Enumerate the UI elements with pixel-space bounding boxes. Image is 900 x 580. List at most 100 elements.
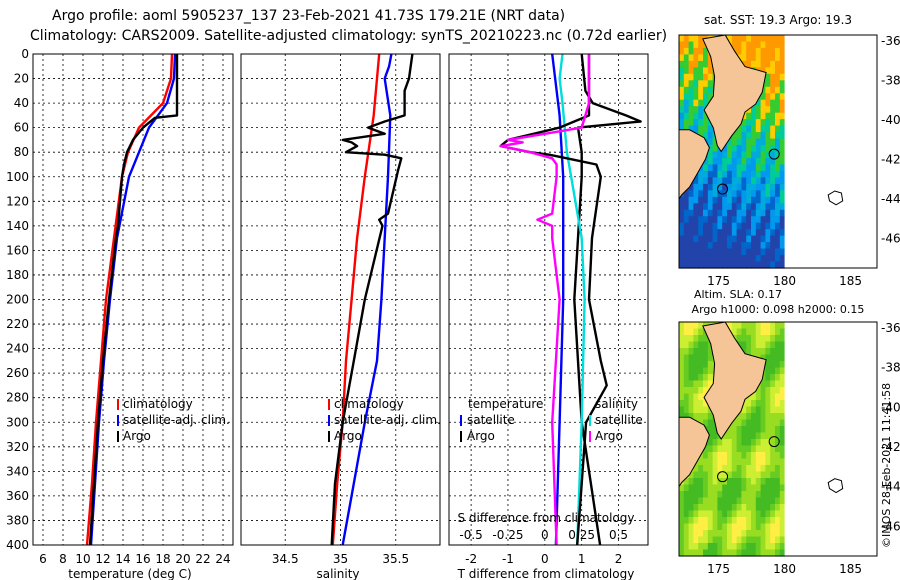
map-cell [755, 190, 762, 198]
map-cell [727, 183, 733, 191]
map-cell [707, 125, 714, 133]
map-cell [703, 203, 709, 211]
map-cell [698, 387, 704, 395]
map-cell [727, 452, 733, 460]
map-cell [703, 530, 709, 538]
map-cell [765, 177, 771, 185]
map-cell [746, 216, 752, 224]
map-cell [688, 491, 694, 499]
y-tick-label: 320 [6, 440, 29, 454]
map-cell [727, 523, 733, 531]
map-cell [712, 222, 718, 230]
map-cell [722, 151, 728, 159]
map-cell [755, 491, 762, 499]
difference-xlabel: T difference from climatology [457, 567, 635, 580]
map-cell [683, 478, 690, 486]
map-cell [779, 419, 786, 427]
map-cell [717, 504, 723, 512]
map-cell [736, 458, 742, 466]
map-cell [731, 209, 738, 217]
map-cell [727, 458, 733, 466]
map-cell [717, 452, 723, 460]
map-cell [731, 164, 738, 172]
map-cell [751, 119, 757, 127]
map-cell [698, 47, 704, 55]
y-tick-label: 60 [14, 121, 29, 135]
map-cell [693, 523, 699, 531]
map-cell [698, 203, 704, 211]
map-cell [731, 222, 738, 230]
map-cell [693, 242, 699, 250]
map-cell [746, 242, 752, 250]
map-cell [679, 235, 685, 243]
map-cell [698, 530, 704, 538]
map-cell [707, 439, 714, 447]
map-cell [779, 406, 786, 414]
map-cell [698, 80, 704, 88]
map-cell [683, 413, 690, 421]
map-cell [688, 203, 694, 211]
map-cell [707, 497, 714, 505]
map-x-tick-label: 180 [773, 562, 796, 576]
map-cell [746, 400, 752, 408]
map-cell [755, 426, 762, 434]
map-cell [760, 445, 766, 453]
map-cell [703, 183, 709, 191]
map-cell [741, 41, 747, 49]
map-cell [688, 380, 694, 388]
map-cell [775, 380, 781, 388]
map-cell [703, 235, 709, 243]
map-cell [746, 491, 752, 499]
map-cell [717, 261, 723, 269]
map-cell [765, 170, 771, 178]
map-cell [775, 209, 781, 217]
map-cell [746, 145, 752, 153]
map-cell [683, 242, 690, 250]
map-cell [698, 361, 704, 369]
map-cell [741, 229, 747, 237]
map-cell [707, 235, 714, 243]
map-cell [727, 549, 733, 557]
map-cell [746, 35, 752, 43]
map-cell [751, 138, 757, 146]
map-cell [755, 536, 762, 544]
map-cell [751, 183, 757, 191]
map-cell [736, 471, 742, 479]
map-cell [679, 119, 685, 127]
map-cell [751, 112, 757, 120]
map-cell [765, 387, 771, 395]
map-cell [707, 510, 714, 518]
map-cell [722, 530, 728, 538]
map-cell [727, 222, 733, 230]
map-cell [707, 60, 714, 68]
map-cell [751, 322, 757, 330]
imos-watermark: ©IMOS 28-Feb-2021 11:41:58 [880, 383, 893, 548]
map-cell [693, 406, 699, 414]
map-cell [717, 196, 723, 204]
y-tick-label: 20 [14, 72, 29, 86]
map-x-tick-label: 185 [839, 274, 862, 288]
map-cell [765, 145, 771, 153]
map-cell [679, 60, 685, 68]
map-cell [722, 229, 728, 237]
map-cell [731, 41, 738, 49]
map-cell [712, 158, 718, 166]
map-cell [760, 125, 766, 133]
map-cell [736, 445, 742, 453]
south-island-land [678, 129, 710, 201]
map-cell [703, 119, 709, 127]
map-cell [727, 248, 733, 256]
map-cell [731, 35, 738, 43]
map-cell [679, 354, 685, 362]
map-cell [779, 125, 786, 133]
map-cell [683, 203, 690, 211]
map-cell [703, 465, 709, 473]
map-cell [693, 54, 699, 62]
map-cell [746, 510, 752, 518]
map-cell [760, 190, 766, 198]
map-cell [679, 93, 685, 101]
map-cell [688, 41, 694, 49]
map-cell [770, 158, 776, 166]
map-cell [727, 235, 733, 243]
map-cell [731, 261, 738, 269]
